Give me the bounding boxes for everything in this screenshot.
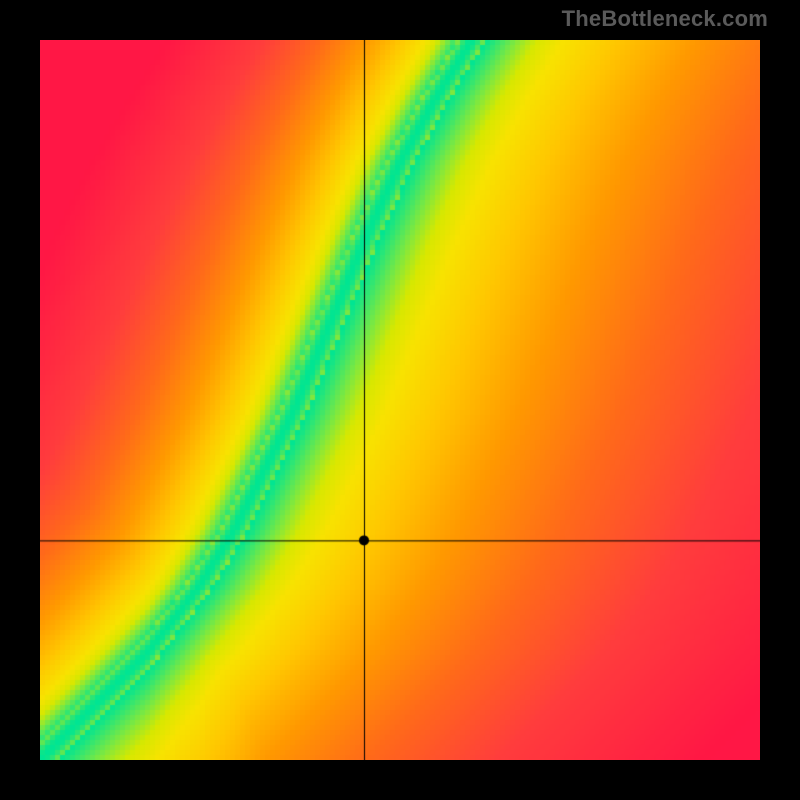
- watermark-text: TheBottleneck.com: [562, 6, 768, 32]
- bottleneck-heatmap: [40, 40, 760, 760]
